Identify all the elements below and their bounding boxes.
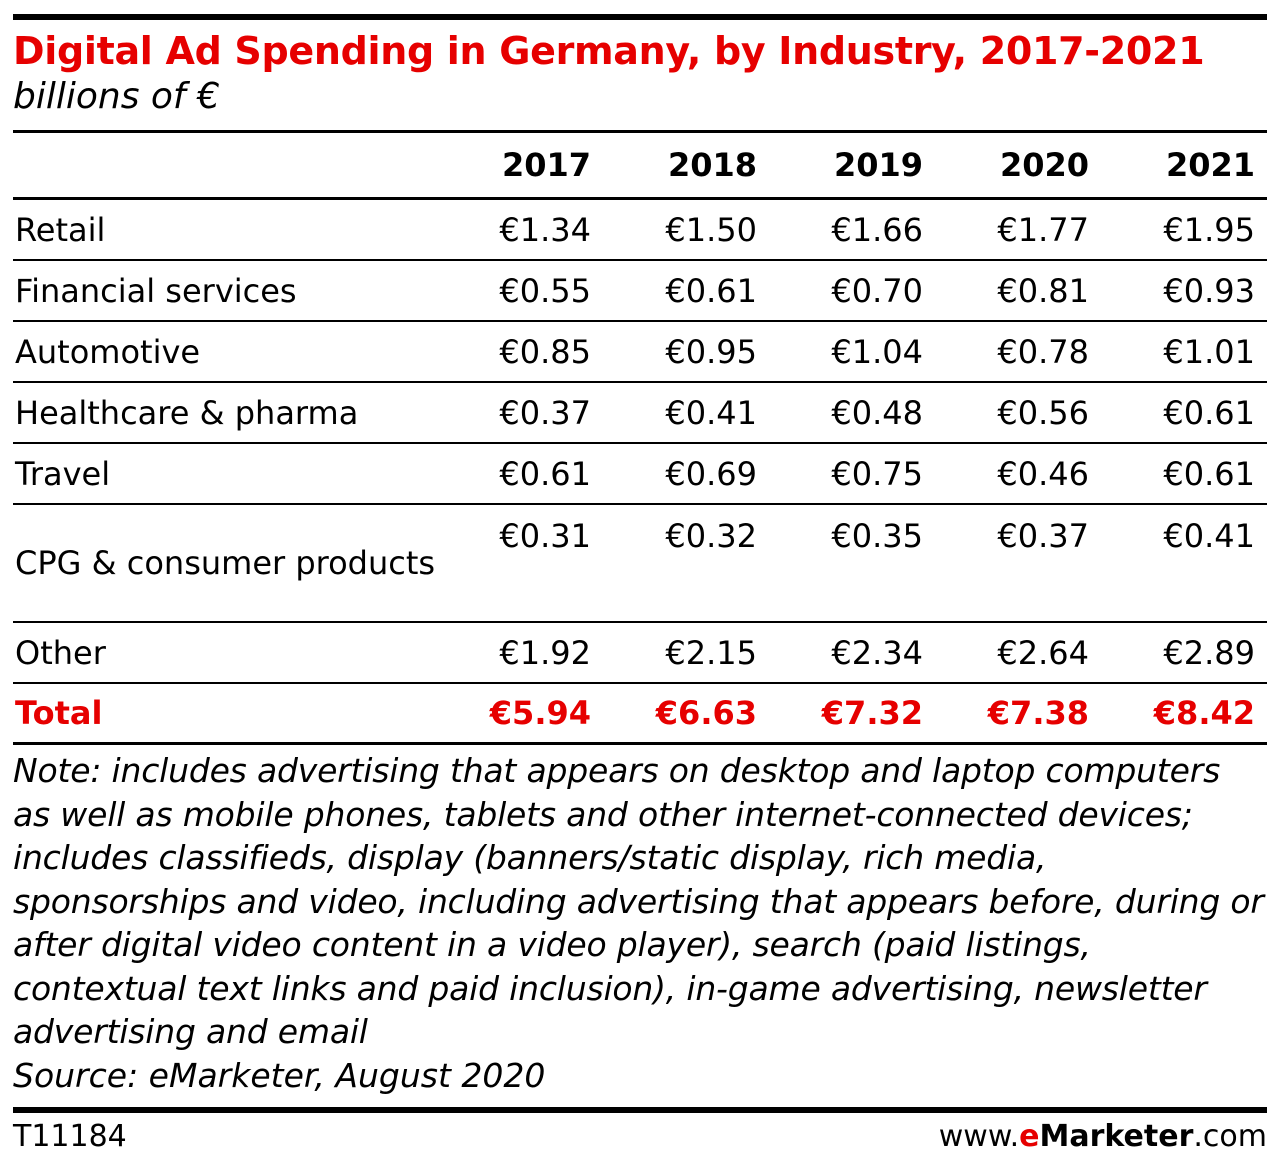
table-cell: €0.61 [1101,443,1267,505]
table-cell: €1.04 [769,321,935,383]
footer: T11184 www.eMarketer.com [13,1113,1267,1163]
table-cell: €0.32 [603,504,769,623]
row-label: CPG & consumer products [13,504,437,623]
table-cell: €0.69 [603,443,769,505]
total-cell: €6.63 [603,683,769,745]
table-row: Other €1.92 €2.15 €2.34 €2.64 €2.89 [13,622,1267,684]
row-label: Retail [13,198,437,261]
site-brand: Marketer [1039,1118,1194,1154]
table-cell: €2.64 [935,622,1101,684]
table-cell: €0.75 [769,443,935,505]
table-cell: €1.34 [437,198,603,261]
site-link[interactable]: www.eMarketer.com [939,1119,1267,1154]
table-row: Automotive €0.85 €0.95 €1.04 €0.78 €1.01 [13,321,1267,383]
table-cell: €0.81 [935,260,1101,322]
row-label: Healthcare & pharma [13,382,437,444]
table-cell: €0.31 [437,504,603,623]
table-cell: €0.41 [1101,504,1267,623]
table-cell: €1.95 [1101,198,1267,261]
table-cell: €1.01 [1101,321,1267,383]
table-row: CPG & consumer products €0.31 €0.32 €0.3… [13,504,1267,623]
table-cell: €0.61 [603,260,769,322]
table-row: Retail €1.34 €1.50 €1.66 €1.77 €1.95 [13,198,1267,261]
chart-code: T11184 [13,1118,127,1154]
data-table: 2017 2018 2019 2020 2021 Retail €1.34 €1… [13,133,1267,745]
header-rule [13,130,1267,133]
table-cell: €0.56 [935,382,1101,444]
row-label: Automotive [13,321,437,383]
table-cell: €1.77 [935,198,1101,261]
table-cell: €0.35 [769,504,935,623]
chart-frame: Digital Ad Spending in Germany, by Indus… [13,14,1267,1163]
top-rule [13,14,1267,20]
table-cell: €0.37 [437,382,603,444]
column-header-2021: 2021 [1101,133,1267,200]
column-header-2019: 2019 [769,133,935,200]
chart-subtitle: billions of € [13,76,220,117]
row-label: Other [13,622,437,684]
table-cell: €1.50 [603,198,769,261]
total-row: Total €5.94 €6.63 €7.32 €7.38 €8.42 [13,683,1267,745]
table-cell: €0.61 [437,443,603,505]
total-cell: €7.38 [935,683,1101,745]
column-header-2017: 2017 [437,133,603,200]
table-cell: €1.92 [437,622,603,684]
total-cell: €8.42 [1101,683,1267,745]
total-label: Total [13,683,437,745]
column-header-2018: 2018 [603,133,769,200]
total-cell: €5.94 [437,683,603,745]
table-row: Travel €0.61 €0.69 €0.75 €0.46 €0.61 [13,443,1267,505]
header-row: 2017 2018 2019 2020 2021 [13,133,1267,200]
table-cell: €0.48 [769,382,935,444]
table-row: Financial services €0.55 €0.61 €0.70 €0.… [13,260,1267,322]
row-label: Travel [13,443,437,505]
table-cell: €1.66 [769,198,935,261]
chart-title: Digital Ad Spending in Germany, by Indus… [13,29,1205,73]
table-cell: €2.89 [1101,622,1267,684]
table-cell: €0.55 [437,260,603,322]
bottom-rule [13,1106,1267,1113]
table-cell: €0.37 [935,504,1101,623]
table-cell: €0.85 [437,321,603,383]
table-cell: €0.95 [603,321,769,383]
column-header-2020: 2020 [935,133,1101,200]
table-row: Healthcare & pharma €0.37 €0.41 €0.48 €0… [13,382,1267,444]
table-cell: €0.93 [1101,260,1267,322]
site-prefix: www. [938,1118,1020,1154]
table-cell: €0.46 [935,443,1101,505]
site-suffix: .com [1193,1118,1267,1154]
table-cell: €2.15 [603,622,769,684]
site-e-letter: e [1019,1118,1040,1154]
table-cell: €0.41 [603,382,769,444]
table-cell: €0.78 [935,321,1101,383]
header-blank-cell [13,133,437,200]
table-cell: €0.61 [1101,382,1267,444]
table-cell: €0.70 [769,260,935,322]
row-label: Financial services [13,260,437,322]
total-cell: €7.32 [769,683,935,745]
chart-source: Source: eMarketer, August 2020 [13,1055,546,1095]
table-cell: €2.34 [769,622,935,684]
chart-note: Note: includes advertising that appears … [13,751,1264,1051]
